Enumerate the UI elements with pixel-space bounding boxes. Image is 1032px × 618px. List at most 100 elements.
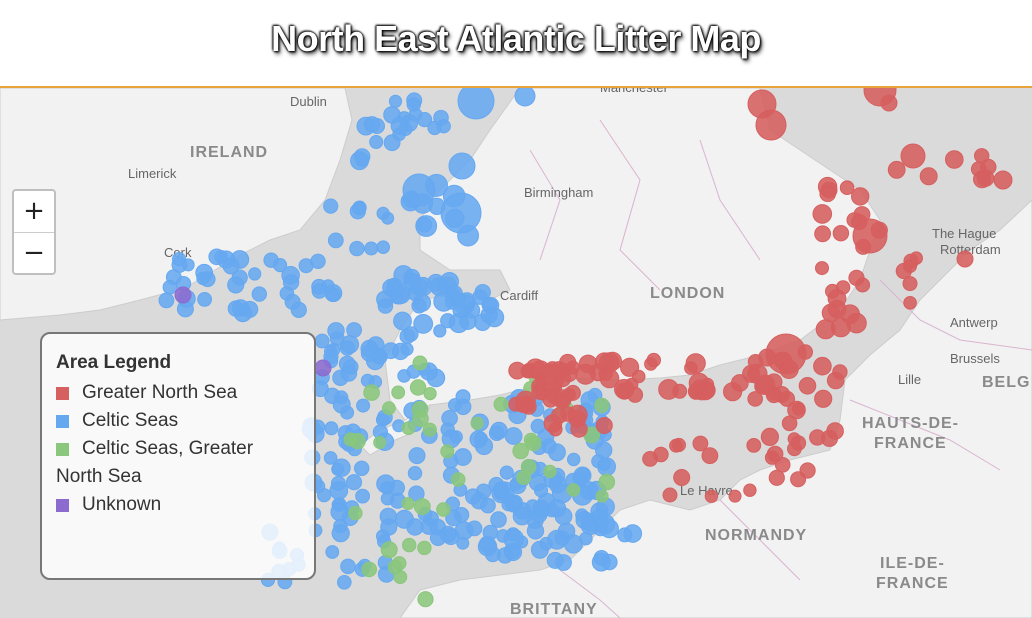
- marker-celtic-seas[interactable]: [382, 342, 400, 360]
- marker-celtic-seas-greater[interactable]: [493, 396, 509, 412]
- marker-celtic-seas-greater[interactable]: [382, 401, 396, 416]
- marker-celtic-seas[interactable]: [503, 528, 525, 550]
- marker-greater-north-sea[interactable]: [548, 422, 563, 437]
- marker-celtic-seas[interactable]: [284, 293, 301, 310]
- marker-greater-north-sea[interactable]: [815, 319, 836, 340]
- marker-greater-north-sea[interactable]: [568, 410, 587, 428]
- marker-greater-north-sea[interactable]: [742, 364, 761, 383]
- marker-celtic-seas[interactable]: [406, 518, 424, 536]
- marker-celtic-seas[interactable]: [474, 284, 491, 301]
- marker-celtic-seas[interactable]: [197, 292, 213, 307]
- marker-celtic-seas[interactable]: [377, 298, 394, 314]
- marker-greater-north-sea[interactable]: [701, 447, 719, 465]
- marker-celtic-seas[interactable]: [417, 112, 433, 128]
- marker-celtic-seas[interactable]: [490, 421, 508, 440]
- marker-greater-north-sea[interactable]: [595, 417, 613, 434]
- marker-celtic-seas[interactable]: [222, 257, 240, 275]
- marker-celtic-seas[interactable]: [402, 173, 436, 207]
- marker-celtic-seas[interactable]: [383, 134, 401, 152]
- marker-celtic-seas-greater[interactable]: [392, 556, 407, 571]
- marker-celtic-seas[interactable]: [440, 192, 482, 234]
- marker-greater-north-sea[interactable]: [746, 438, 762, 453]
- marker-celtic-seas[interactable]: [480, 497, 496, 514]
- marker-greater-north-sea[interactable]: [839, 180, 855, 195]
- marker-celtic-seas-greater[interactable]: [412, 355, 428, 371]
- marker-celtic-seas[interactable]: [251, 286, 267, 302]
- marker-celtic-seas[interactable]: [533, 483, 549, 498]
- marker-celtic-seas[interactable]: [623, 524, 643, 543]
- marker-celtic-seas[interactable]: [360, 344, 379, 362]
- marker-celtic-seas[interactable]: [355, 488, 371, 504]
- marker-celtic-seas[interactable]: [454, 448, 472, 466]
- marker-celtic-seas[interactable]: [466, 520, 483, 537]
- marker-celtic-seas-greater[interactable]: [401, 497, 415, 510]
- marker-greater-north-sea[interactable]: [902, 276, 918, 292]
- marker-celtic-seas[interactable]: [594, 513, 616, 535]
- marker-greater-north-sea[interactable]: [684, 361, 698, 375]
- marker-greater-north-sea[interactable]: [550, 407, 568, 424]
- marker-celtic-seas-greater[interactable]: [402, 537, 417, 553]
- marker-celtic-seas[interactable]: [158, 292, 175, 309]
- marker-celtic-seas[interactable]: [273, 258, 288, 273]
- marker-greater-north-sea[interactable]: [826, 422, 844, 440]
- marker-greater-north-sea[interactable]: [848, 269, 865, 286]
- marker-celtic-seas[interactable]: [593, 550, 610, 566]
- marker-celtic-seas[interactable]: [382, 278, 401, 297]
- marker-celtic-seas[interactable]: [340, 335, 360, 354]
- marker-celtic-seas[interactable]: [546, 551, 564, 569]
- marker-celtic-seas[interactable]: [490, 511, 507, 528]
- marker-celtic-seas-greater[interactable]: [413, 498, 431, 516]
- marker-celtic-seas[interactable]: [332, 395, 351, 414]
- marker-celtic-seas[interactable]: [548, 475, 567, 494]
- marker-celtic-seas[interactable]: [400, 342, 414, 356]
- marker-greater-north-sea[interactable]: [820, 181, 838, 199]
- marker-celtic-seas-greater[interactable]: [343, 432, 358, 447]
- marker-greater-north-sea[interactable]: [508, 396, 524, 412]
- marker-greater-north-sea[interactable]: [821, 303, 841, 323]
- marker-greater-north-sea[interactable]: [887, 160, 906, 179]
- marker-celtic-seas-greater[interactable]: [520, 458, 537, 475]
- marker-celtic-seas[interactable]: [448, 152, 476, 180]
- marker-celtic-seas[interactable]: [563, 534, 584, 554]
- marker-celtic-seas-greater[interactable]: [380, 541, 398, 559]
- marker-celtic-seas[interactable]: [547, 499, 567, 518]
- marker-celtic-seas[interactable]: [390, 116, 409, 135]
- marker-celtic-seas[interactable]: [310, 253, 326, 269]
- marker-greater-north-sea[interactable]: [692, 435, 709, 452]
- marker-celtic-seas[interactable]: [171, 256, 188, 273]
- marker-greater-north-sea[interactable]: [787, 400, 806, 420]
- marker-celtic-seas[interactable]: [352, 201, 367, 216]
- marker-celtic-seas-greater[interactable]: [523, 432, 539, 448]
- marker-celtic-seas-greater[interactable]: [594, 397, 610, 413]
- marker-celtic-seas[interactable]: [324, 421, 339, 436]
- marker-celtic-seas[interactable]: [514, 88, 536, 107]
- marker-celtic-seas[interactable]: [376, 474, 396, 494]
- marker-celtic-seas[interactable]: [331, 524, 350, 543]
- marker-celtic-seas[interactable]: [227, 276, 245, 294]
- marker-celtic-seas[interactable]: [530, 540, 549, 559]
- marker-greater-north-sea[interactable]: [755, 109, 787, 141]
- marker-celtic-seas[interactable]: [338, 355, 356, 373]
- marker-celtic-seas-greater[interactable]: [401, 421, 416, 436]
- marker-celtic-seas[interactable]: [323, 198, 339, 214]
- marker-celtic-seas[interactable]: [445, 509, 462, 527]
- marker-celtic-seas[interactable]: [440, 313, 456, 329]
- marker-greater-north-sea[interactable]: [903, 253, 919, 269]
- marker-celtic-seas[interactable]: [477, 536, 498, 557]
- marker-greater-north-sea[interactable]: [704, 489, 719, 503]
- marker-celtic-seas[interactable]: [325, 545, 340, 559]
- marker-celtic-seas[interactable]: [567, 452, 581, 467]
- marker-celtic-seas-greater[interactable]: [450, 472, 466, 487]
- marker-celtic-seas-greater[interactable]: [436, 502, 451, 517]
- marker-greater-north-sea[interactable]: [813, 356, 832, 376]
- marker-celtic-seas[interactable]: [314, 333, 330, 349]
- marker-celtic-seas-greater[interactable]: [417, 591, 434, 608]
- marker-celtic-seas-greater[interactable]: [409, 379, 427, 396]
- marker-greater-north-sea[interactable]: [790, 435, 807, 451]
- marker-greater-north-sea[interactable]: [832, 225, 850, 242]
- marker-greater-north-sea[interactable]: [815, 261, 829, 276]
- zoom-out-button[interactable]: −: [23, 238, 45, 268]
- marker-greater-north-sea[interactable]: [768, 469, 785, 486]
- marker-unknown[interactable]: [314, 359, 332, 377]
- marker-celtic-seas[interactable]: [597, 457, 611, 471]
